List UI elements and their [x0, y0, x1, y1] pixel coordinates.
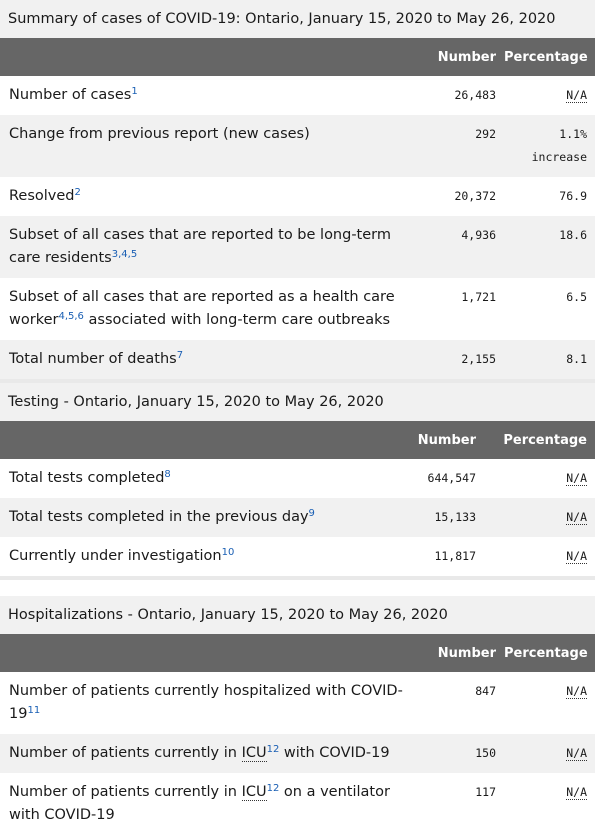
row-number: 26,483	[430, 76, 504, 115]
row-percentage-note: increase	[531, 150, 587, 164]
testing-header-row: Number Percentage	[0, 421, 595, 459]
hospitalizations-header-number: Number	[430, 634, 504, 672]
row-number: 4,936	[430, 216, 504, 278]
section-divider	[0, 379, 595, 383]
row-number: 11,817	[410, 537, 484, 576]
row-number: 292	[430, 115, 504, 177]
row-percentage: N/A	[484, 498, 595, 537]
table-row: Change from previous report (new cases) …	[0, 115, 595, 177]
footnote-link[interactable]: 4,5,6	[58, 311, 84, 322]
summary-header-row: Number Percentage	[0, 38, 595, 76]
table-row: Currently under investigation10 11,817 N…	[0, 537, 595, 576]
testing-header-number: Number	[410, 421, 484, 459]
table-row: Total tests completed in the previous da…	[0, 498, 595, 537]
summary-section: Summary of cases of COVID-19: Ontario, J…	[0, 0, 595, 379]
row-number: 847	[430, 672, 504, 734]
na-abbr: N/A	[566, 684, 587, 699]
hospitalizations-header-row: Number Percentage	[0, 634, 595, 672]
hospitalizations-table: Number Percentage Number of patients cur…	[0, 634, 595, 835]
testing-section: Testing - Ontario, January 15, 2020 to M…	[0, 383, 595, 576]
na-abbr: N/A	[566, 746, 587, 761]
row-percentage: N/A	[484, 537, 595, 576]
hospitalizations-header-blank	[0, 634, 430, 672]
footnote-link[interactable]: 8	[164, 469, 171, 480]
hospitalizations-section: Hospitalizations - Ontario, January 15, …	[0, 596, 595, 835]
table-row: Subset of all cases that are reported as…	[0, 278, 595, 340]
row-number: 2,155	[430, 340, 504, 379]
row-percentage: 6.5	[504, 278, 595, 340]
table-row: Number of cases1 26,483 N/A	[0, 76, 595, 115]
table-row: Resolved2 20,372 76.9	[0, 177, 595, 216]
na-abbr: N/A	[566, 785, 587, 800]
row-label: Number of patients currently in ICU12 on…	[0, 773, 430, 835]
footnote-link[interactable]: 2	[74, 187, 81, 198]
footnote-link[interactable]: 9	[308, 508, 315, 519]
summary-header-percentage: Percentage	[504, 38, 595, 76]
testing-header-percentage: Percentage	[484, 421, 595, 459]
row-label: Number of cases1	[0, 76, 430, 115]
table-row: Number of patients currently in ICU12 on…	[0, 773, 595, 835]
row-percentage: 18.6	[504, 216, 595, 278]
row-percentage: 8.1	[504, 340, 595, 379]
na-abbr: N/A	[566, 510, 587, 525]
row-percentage: N/A	[504, 76, 595, 115]
row-label: Change from previous report (new cases)	[0, 115, 430, 177]
row-percentage: N/A	[504, 734, 595, 773]
table-row: Number of patients currently in ICU12 wi…	[0, 734, 595, 773]
row-label: Subset of all cases that are reported to…	[0, 216, 430, 278]
row-number: 1,721	[430, 278, 504, 340]
table-row: Number of patients currently hospitalize…	[0, 672, 595, 734]
hospitalizations-title: Hospitalizations - Ontario, January 15, …	[0, 596, 595, 634]
row-number: 644,547	[410, 459, 484, 498]
na-abbr: N/A	[566, 549, 587, 564]
icu-abbr: ICU	[241, 784, 267, 801]
table-row: Total tests completed8 644,547 N/A	[0, 459, 595, 498]
row-number: 15,133	[410, 498, 484, 537]
row-number: 20,372	[430, 177, 504, 216]
summary-title: Summary of cases of COVID-19: Ontario, J…	[0, 0, 595, 38]
testing-header-blank	[0, 421, 410, 459]
table-row: Total number of deaths7 2,155 8.1	[0, 340, 595, 379]
row-label: Total number of deaths7	[0, 340, 430, 379]
footnote-link[interactable]: 12	[266, 783, 280, 794]
summary-header-number: Number	[430, 38, 504, 76]
footnote-link[interactable]: 7	[176, 350, 184, 361]
row-label: Total tests completed8	[0, 459, 410, 498]
row-label: Subset of all cases that are reported as…	[0, 278, 430, 340]
row-label: Number of patients currently in ICU12 wi…	[0, 734, 430, 773]
testing-title: Testing - Ontario, January 15, 2020 to M…	[0, 383, 595, 421]
footnote-link[interactable]: 12	[266, 744, 280, 755]
row-percentage: 76.9	[504, 177, 595, 216]
row-percentage: N/A	[504, 773, 595, 835]
na-abbr: N/A	[566, 88, 587, 103]
testing-table: Number Percentage Total tests completed8…	[0, 421, 595, 576]
row-label: Number of patients currently hospitalize…	[0, 672, 430, 734]
summary-table: Number Percentage Number of cases1 26,48…	[0, 38, 595, 379]
footnote-link[interactable]: 11	[27, 705, 41, 716]
section-divider	[0, 576, 595, 580]
row-number: 150	[430, 734, 504, 773]
row-percentage: 1.1% increase	[504, 115, 595, 177]
footnote-link[interactable]: 10	[221, 547, 235, 558]
hospitalizations-header-percentage: Percentage	[504, 634, 595, 672]
row-label: Total tests completed in the previous da…	[0, 498, 410, 537]
footnote-link[interactable]: 3,4,5	[111, 249, 138, 260]
footnote-link[interactable]: 1	[131, 86, 138, 97]
summary-header-blank	[0, 38, 430, 76]
row-number: 117	[430, 773, 504, 835]
row-label: Resolved2	[0, 177, 430, 216]
row-label: Currently under investigation10	[0, 537, 410, 576]
na-abbr: N/A	[566, 471, 587, 486]
table-row: Subset of all cases that are reported to…	[0, 216, 595, 278]
row-percentage: N/A	[504, 672, 595, 734]
section-spacer	[0, 580, 595, 596]
icu-abbr: ICU	[241, 745, 267, 762]
row-percentage: N/A	[484, 459, 595, 498]
